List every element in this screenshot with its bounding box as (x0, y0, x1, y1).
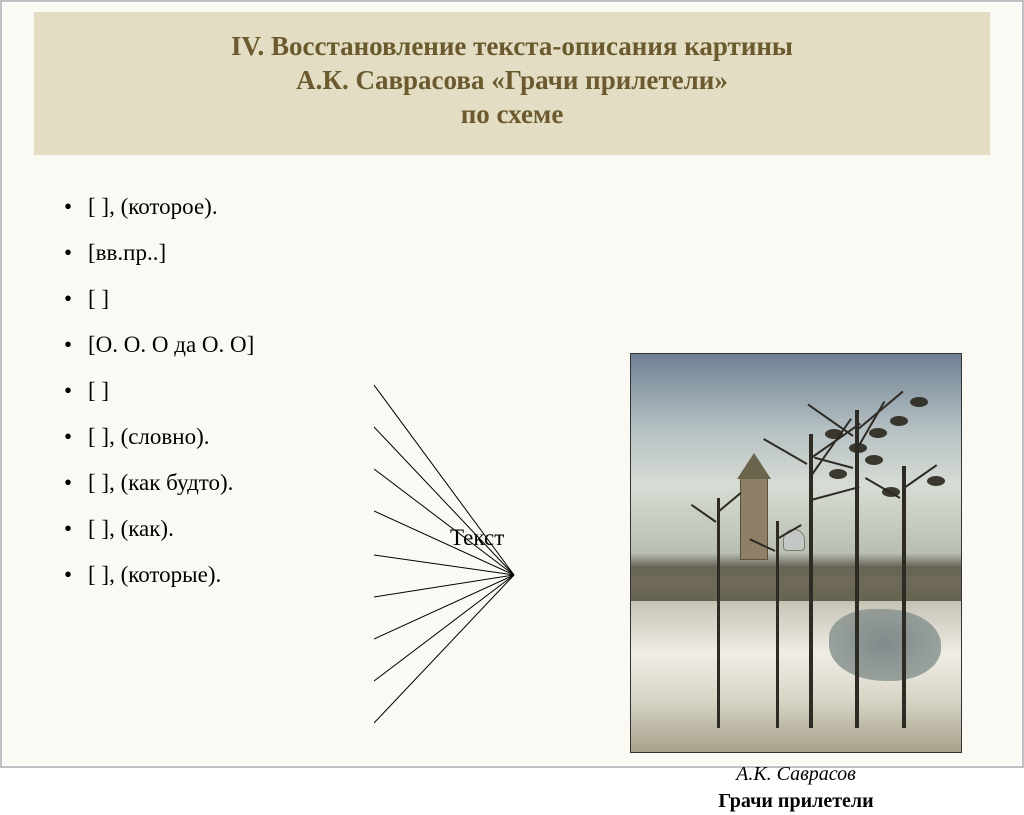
convergence-label: Текст (450, 525, 504, 551)
painting-tree (776, 521, 779, 728)
image-title-caption: Грачи прилетели (630, 790, 962, 813)
list-item: [ ] (88, 287, 398, 310)
schema-list: [ ], (которое). [вв.пр..] [ ] [О. О. О д… (88, 195, 398, 586)
painting-tree (809, 434, 813, 729)
painting-tree (855, 410, 859, 728)
title-line-2: А.К. Саврасова «Грачи прилетели» (44, 64, 980, 98)
title-block: IV. Восстановление текста-описания карти… (34, 12, 990, 155)
list-item: [ ], (которые). (88, 563, 398, 586)
list-item: [О. О. О да О. О] (88, 333, 398, 356)
title-line-3: по схеме (44, 98, 980, 132)
list-item: [ ], (как). (88, 517, 398, 540)
painting-fence (631, 553, 961, 601)
list-item: [ ], (как будто). (88, 471, 398, 494)
painting-water (829, 609, 941, 681)
title-line-1: IV. Восстановление текста-описания карти… (44, 30, 980, 64)
list-item: [ ], (которое). (88, 195, 398, 218)
painting-tree (902, 466, 906, 729)
list-item: [ ], (словно). (88, 425, 398, 448)
list-item: [вв.пр..] (88, 241, 398, 264)
painting-tree (717, 498, 720, 729)
schema-list-column: [ ], (которое). [вв.пр..] [ ] [О. О. О д… (88, 195, 398, 609)
image-author-caption: А.К. Саврасов (630, 763, 962, 786)
image-column: А.К. Саврасов Грачи прилетели (630, 353, 962, 813)
painting-image (630, 353, 962, 753)
list-item: [ ] (88, 379, 398, 402)
body: [ ], (которое). [вв.пр..] [ ] [О. О. О д… (2, 155, 1022, 609)
slide: IV. Восстановление текста-описания карти… (0, 0, 1024, 768)
convergence-diagram (374, 375, 624, 815)
painting-tower (740, 478, 768, 560)
